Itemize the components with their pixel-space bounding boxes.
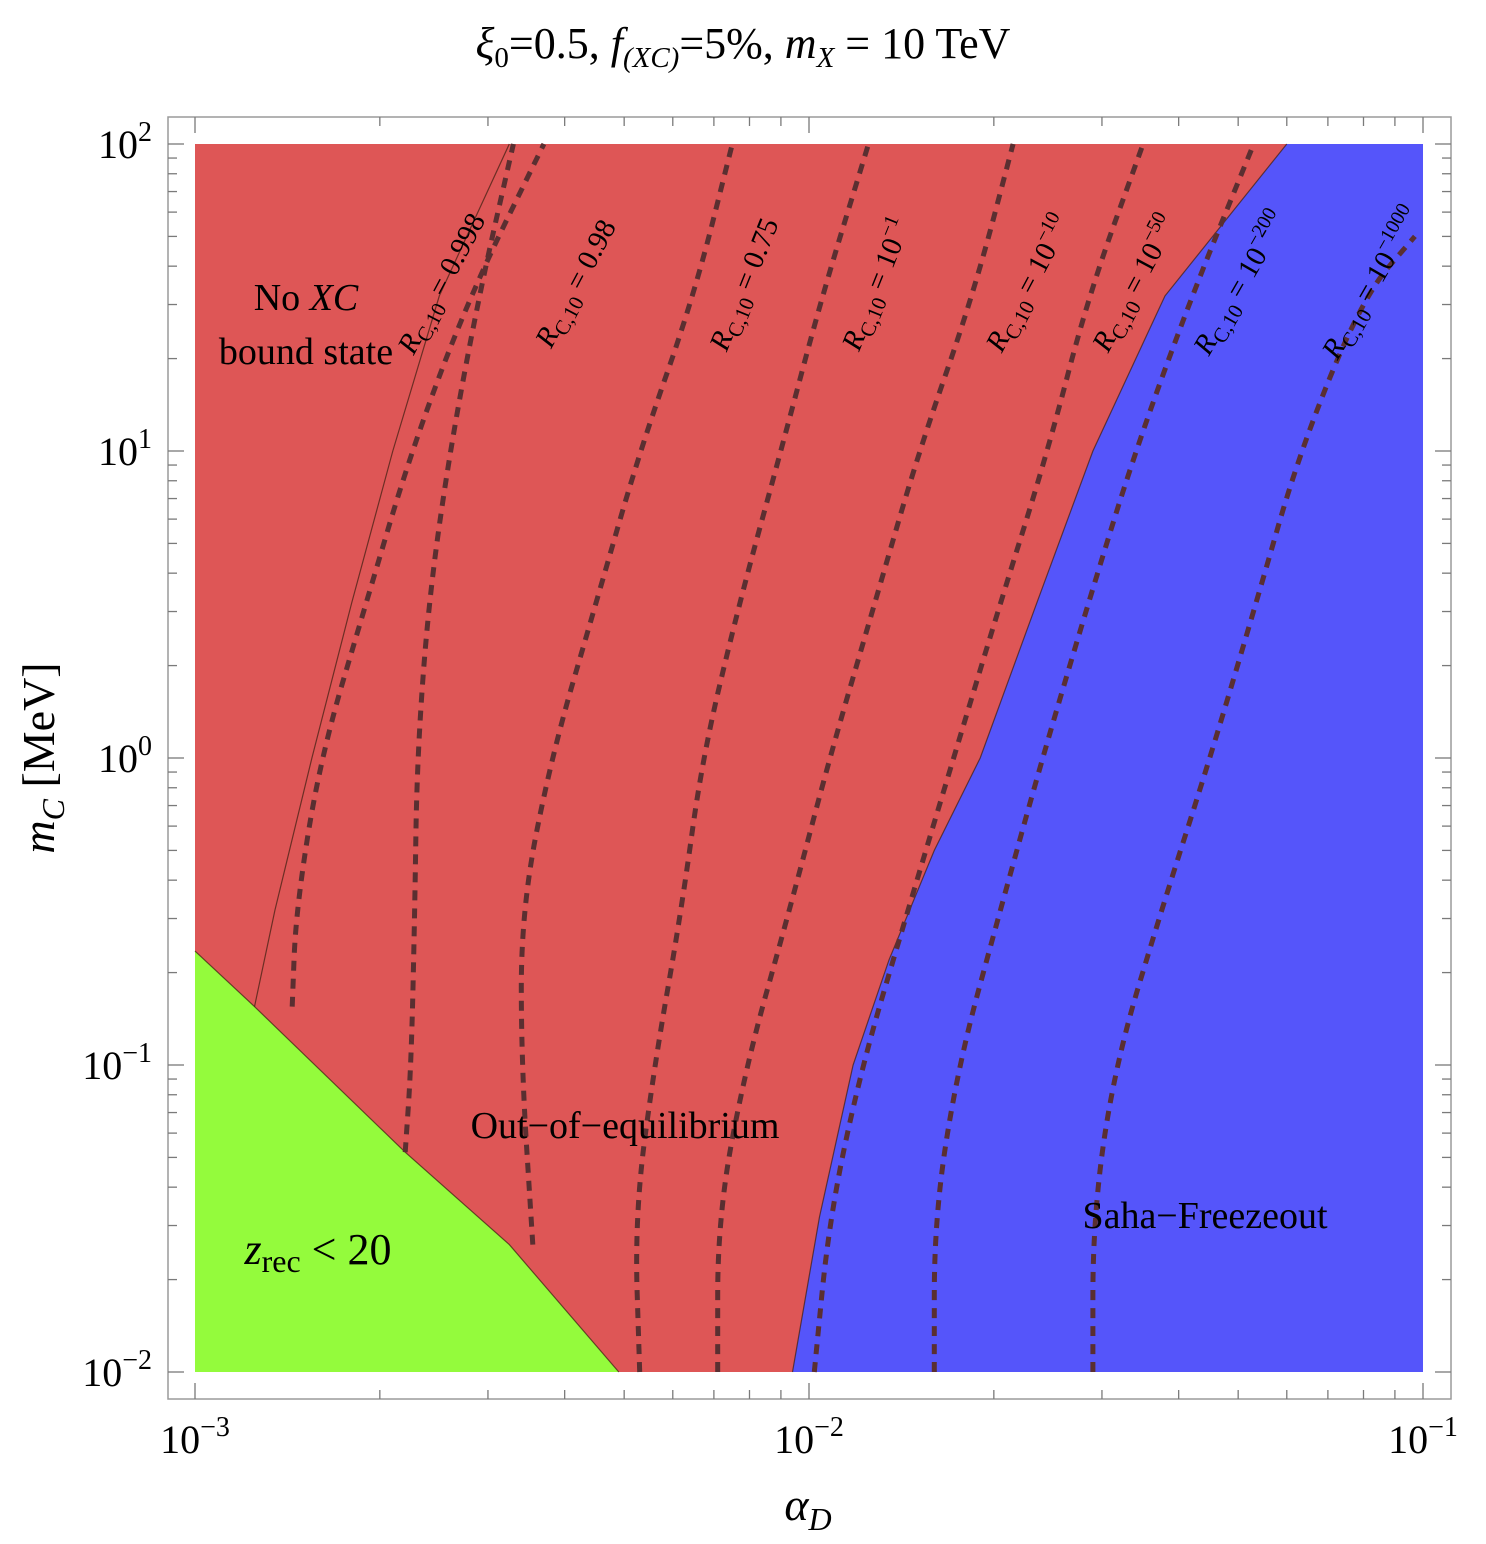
y-axis-label: mC [MeV] [13, 662, 71, 853]
contour-line-3 [634, 143, 871, 1373]
y-tick-label: 102 [98, 117, 152, 167]
x-tick-label: 10−1 [1388, 1412, 1458, 1462]
saha-freezeout-region [792, 144, 1423, 1372]
no-bound-boundary-line [253, 143, 510, 1007]
y-tick-label: 101 [98, 424, 152, 474]
region-label-zrec: zrec < 20 [243, 1225, 391, 1279]
saha-boundary-line [791, 143, 1288, 1373]
contour-line-0 [402, 143, 516, 1153]
region-label-no-bound: No XC [254, 277, 359, 319]
region-label-saha-freezeout: Saha−Freezeout [1082, 1195, 1328, 1237]
chart-title: ξ0=0.5, f(XC)=5%, mX = 10 TeV [476, 19, 1011, 74]
x-axis-label: αD [784, 1479, 831, 1537]
contour-line-6 [931, 143, 1257, 1372]
y-tick-label: 100 [98, 731, 152, 781]
contour-layer [289, 142, 1417, 1373]
tick-marks [168, 117, 1451, 1399]
contour-line-2 [518, 143, 735, 1245]
region-label-out-of-equilibrium: Out−of−equilibrium [471, 1105, 780, 1147]
region-label-no-bound-line2: bound state [219, 331, 393, 373]
zrec-region [195, 951, 619, 1372]
contour-line-5 [811, 143, 1146, 1373]
contour-line-7 [1090, 234, 1417, 1372]
y-tick-label: 10−2 [82, 1345, 152, 1395]
contour-line-1 [289, 142, 547, 1007]
x-tick-label: 10−2 [774, 1412, 844, 1462]
x-tick-label: 10−3 [160, 1412, 230, 1462]
y-tick-label: 10−1 [82, 1038, 152, 1088]
contour-line-4 [715, 143, 1016, 1372]
